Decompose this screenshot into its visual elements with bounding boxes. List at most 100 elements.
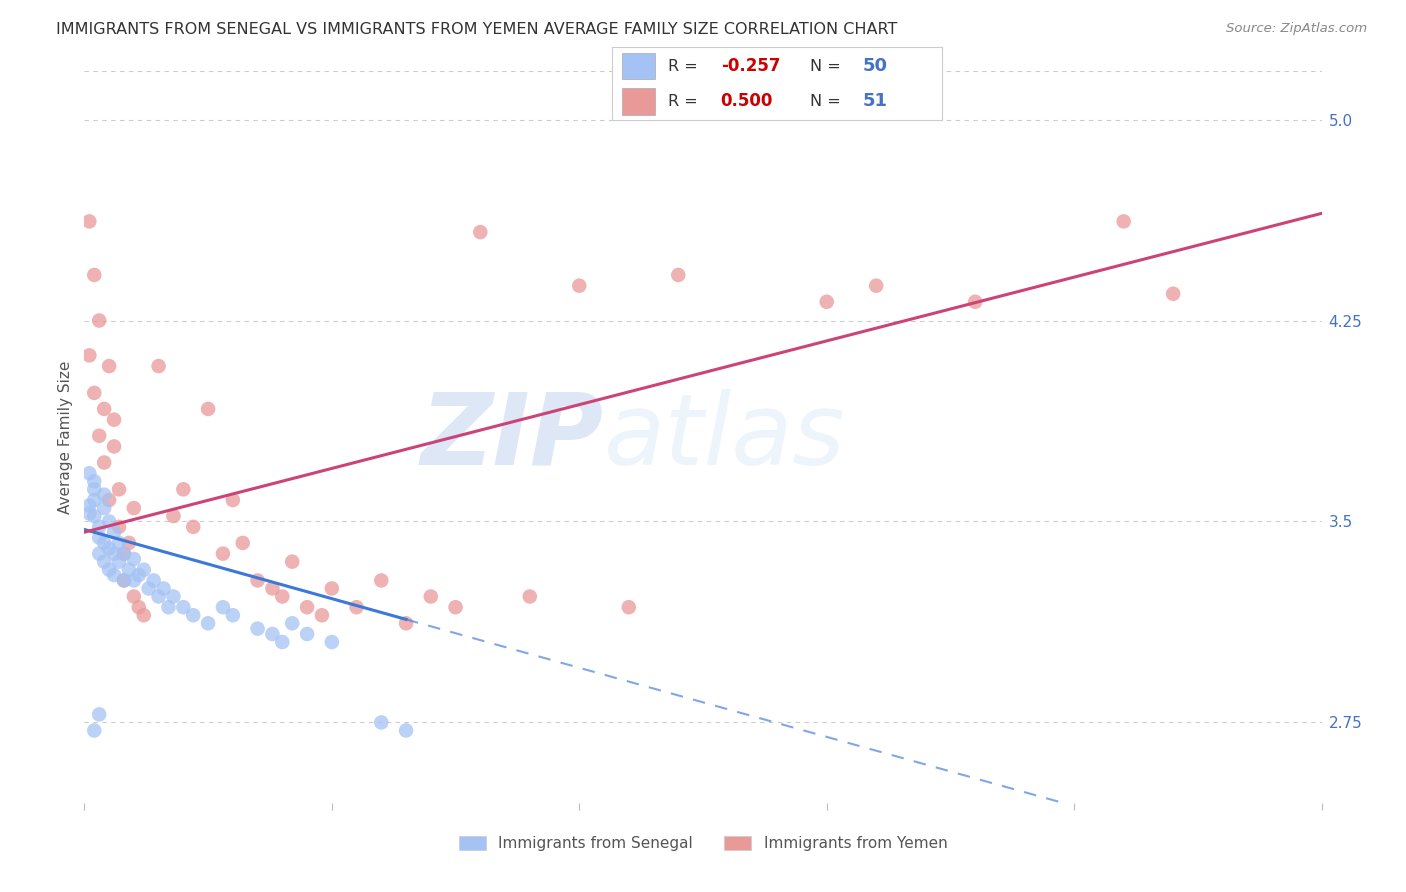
Point: [162, 590, 184, 604]
Point: [1161, 286, 1184, 301]
Point: [83, 385, 105, 400]
Point: [295, 600, 318, 615]
FancyBboxPatch shape: [621, 88, 655, 114]
Point: [79, 507, 101, 521]
Point: [162, 509, 184, 524]
Point: [152, 582, 174, 596]
Point: [519, 590, 541, 604]
Point: [108, 520, 131, 534]
Point: [83, 483, 105, 497]
Point: [89, 313, 111, 327]
Point: [118, 536, 141, 550]
Point: [262, 582, 284, 596]
Point: [93, 501, 115, 516]
Text: R =: R =: [668, 94, 703, 109]
Point: [103, 568, 125, 582]
Point: [93, 488, 115, 502]
Point: [1112, 214, 1135, 228]
Point: [232, 536, 254, 550]
Point: [262, 627, 284, 641]
Point: [108, 536, 131, 550]
Point: [965, 294, 987, 309]
Point: [617, 600, 640, 615]
Point: [815, 294, 838, 309]
Point: [83, 493, 105, 508]
FancyBboxPatch shape: [621, 54, 655, 79]
Point: [112, 547, 135, 561]
Point: [98, 493, 121, 508]
Point: [83, 723, 105, 738]
Point: [246, 574, 269, 588]
Point: [93, 401, 115, 416]
Text: R =: R =: [668, 59, 703, 74]
Point: [246, 622, 269, 636]
Y-axis label: Average Family Size: Average Family Size: [58, 360, 73, 514]
Point: [79, 467, 101, 481]
Point: [103, 525, 125, 540]
Point: [311, 608, 333, 623]
Text: IMMIGRANTS FROM SENEGAL VS IMMIGRANTS FROM YEMEN AVERAGE FAMILY SIZE CORRELATION: IMMIGRANTS FROM SENEGAL VS IMMIGRANTS FR…: [56, 22, 897, 37]
Point: [98, 541, 121, 556]
Point: [122, 590, 145, 604]
Point: [370, 715, 392, 730]
Point: [132, 563, 155, 577]
Point: [89, 707, 111, 722]
Point: [103, 547, 125, 561]
Point: [212, 547, 235, 561]
Point: [444, 600, 467, 615]
Point: [295, 627, 318, 641]
Point: [321, 582, 343, 596]
Point: [108, 555, 131, 569]
Point: [222, 608, 245, 623]
Text: N =: N =: [810, 94, 846, 109]
Point: [108, 483, 131, 497]
Text: -0.257: -0.257: [721, 57, 780, 75]
Point: [568, 278, 591, 293]
Point: [321, 635, 343, 649]
Point: [419, 590, 441, 604]
Point: [128, 568, 150, 582]
Point: [181, 608, 204, 623]
Point: [98, 359, 121, 373]
Point: [197, 616, 219, 631]
Point: [89, 428, 111, 442]
Text: 0.500: 0.500: [721, 93, 773, 111]
Point: [271, 590, 294, 604]
Point: [98, 563, 121, 577]
Point: [370, 574, 392, 588]
Point: [83, 475, 105, 489]
Point: [79, 348, 101, 362]
Text: Source: ZipAtlas.com: Source: ZipAtlas.com: [1226, 22, 1367, 36]
Point: [83, 268, 105, 282]
Point: [148, 359, 170, 373]
Point: [103, 412, 125, 426]
Text: atlas: atlas: [605, 389, 845, 485]
Point: [122, 552, 145, 566]
Text: ZIP: ZIP: [420, 389, 605, 485]
Point: [98, 515, 121, 529]
Point: [142, 574, 165, 588]
Point: [666, 268, 689, 282]
Point: [128, 600, 150, 615]
Point: [470, 225, 492, 239]
Point: [222, 493, 245, 508]
Point: [157, 600, 180, 615]
Point: [79, 214, 101, 228]
Point: [112, 574, 135, 588]
Point: [865, 278, 887, 293]
Point: [281, 555, 304, 569]
Point: [89, 531, 111, 545]
Point: [132, 608, 155, 623]
Point: [346, 600, 368, 615]
Point: [271, 635, 294, 649]
Point: [122, 501, 145, 516]
Point: [89, 520, 111, 534]
Point: [138, 582, 160, 596]
Point: [122, 574, 145, 588]
Point: [93, 456, 115, 470]
Point: [89, 547, 111, 561]
Text: 50: 50: [863, 57, 887, 75]
Text: N =: N =: [810, 59, 846, 74]
Point: [93, 555, 115, 569]
Point: [79, 499, 101, 513]
